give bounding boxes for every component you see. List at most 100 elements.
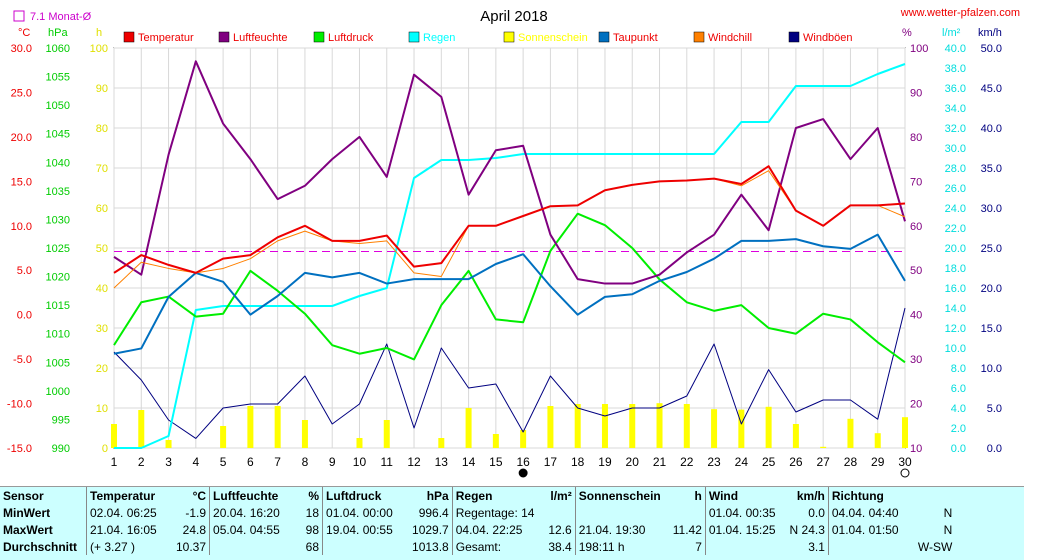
sunshine-bar: [301, 420, 308, 448]
sunshine-tick-label: 30: [96, 323, 108, 335]
pressure-tick-label: 1030: [46, 214, 70, 226]
wind-tick-label: 35.0: [981, 163, 1002, 175]
stats-header-press-unit: hPa: [426, 488, 449, 503]
stats-max-sun: 11.42: [672, 522, 702, 537]
wind-tick-label: 45.0: [981, 83, 1002, 95]
wind-tick-label: 30.0: [981, 203, 1002, 215]
temp-tick-label: -5.0: [13, 354, 32, 366]
temp-unit-label: °C: [18, 27, 30, 39]
new-moon-icon: [518, 468, 528, 478]
weather-chart: 30.025.020.015.010.05.00.0-5.0-10.0-15.0…: [7, 7, 1020, 478]
stats-min-dir-time: 04.04. 04:40: [827, 504, 915, 521]
day-tick-label: 15: [489, 455, 503, 469]
legend-swatch: [408, 31, 420, 43]
legend-label: Temperatur: [138, 32, 194, 44]
day-tick-label: 14: [462, 455, 476, 469]
pressure-tick-label: 1025: [46, 243, 70, 255]
stats-header-sun: Sonnenschein: [574, 487, 670, 504]
rain-tick-label: 0.0: [951, 443, 966, 455]
legend-swatch: [693, 31, 705, 43]
rain-tick-label: 24.0: [945, 203, 966, 215]
wind-tick-label: 40.0: [981, 123, 1002, 135]
sunshine-tick-label: 80: [96, 123, 108, 135]
pressure-tick-label: 1050: [46, 100, 70, 112]
stats-min-temp-time: 02.04. 06:25: [86, 504, 173, 521]
pressure-tick-label: 1015: [46, 300, 70, 312]
sunshine-tick-label: 0: [102, 443, 108, 455]
day-tick-label: 26: [789, 455, 803, 469]
rain-tick-label: 4.0: [951, 403, 966, 415]
rain-tick-label: 20.0: [945, 243, 966, 255]
day-tick-label: 1: [111, 455, 118, 469]
pressure-tick-label: 990: [52, 443, 70, 455]
legend-swatch: [218, 31, 230, 43]
day-tick-label: 25: [762, 455, 776, 469]
stats-min-wind-time: 01.04. 00:35: [704, 504, 782, 521]
humidity-tick-label: 50: [910, 265, 922, 277]
day-tick-label: 21: [653, 455, 667, 469]
day-tick-label: 11: [381, 455, 394, 469]
rain-unit-label: l/m²: [942, 27, 961, 39]
stats-header-rain-unit: l/m²: [550, 488, 572, 503]
stats-header-wind: Wind: [704, 487, 782, 504]
sunshine-bar: [274, 406, 281, 448]
stats-min-hum: 18: [305, 505, 320, 520]
stats-max-sun-time: 21.04. 19:30: [574, 521, 670, 538]
stats-min-hum-time: 20.04. 16:20: [209, 504, 297, 521]
wind-tick-label: 20.0: [981, 283, 1002, 295]
avg-legend-marker: [13, 10, 25, 22]
pressure-tick-label: 1020: [46, 272, 70, 284]
stats-label-avg: Durchschnitt: [3, 539, 78, 554]
stats-label-min: MinWert: [3, 505, 51, 520]
stats-avg-wind: 3.1: [808, 539, 825, 554]
humidity-tick-label: 90: [910, 87, 922, 99]
pressure-tick-label: 995: [52, 414, 70, 426]
sunshine-bar: [574, 404, 581, 448]
temp-tick-label: -15.0: [7, 443, 32, 455]
rain-tick-label: 26.0: [945, 183, 966, 195]
stats-max-wind-time: 01.04. 15:25: [704, 521, 782, 538]
humidity-tick-label: 40: [910, 310, 922, 322]
stats-min-wind: 0.0: [808, 505, 825, 520]
stats-header-sun-unit: h: [694, 488, 702, 503]
stats-rain-days: Regentage: 14: [451, 504, 539, 521]
sunshine-bar: [465, 408, 472, 448]
sunshine-bar: [492, 434, 499, 448]
pressure-tick-label: 1040: [46, 157, 70, 169]
humidity-tick-label: 80: [910, 132, 922, 144]
stats-header-sensor: Sensor: [3, 488, 44, 503]
rain-line: [114, 63, 906, 449]
sunshine-bar: [629, 404, 636, 448]
stats-max-hum-time: 05.04. 04:55: [209, 521, 297, 538]
stats-rain-total: 38.4: [548, 539, 572, 554]
stats-row-max: MaxWert 21.04. 16:05 24.8 05.04. 04:55 9…: [0, 521, 955, 538]
rain-tick-label: 10.0: [945, 343, 966, 355]
rain-tick-label: 2.0: [951, 423, 966, 435]
stats-avg-hum: 68: [305, 539, 320, 554]
temp-tick-label: 10.0: [11, 221, 32, 233]
pressure-tick-label: 1035: [46, 186, 70, 198]
rain-tick-label: 6.0: [951, 383, 966, 395]
stats-max-press: 1029.7: [412, 522, 449, 537]
full-moon-icon: [900, 468, 910, 478]
day-tick-label: 23: [707, 455, 721, 469]
sunshine-bar: [902, 417, 908, 448]
day-tick-label: 18: [571, 455, 585, 469]
day-tick-label: 13: [435, 455, 449, 469]
wind-tick-label: 10.0: [981, 363, 1002, 375]
stats-rain-total-label: Gesamt:: [451, 538, 539, 555]
sunshine-tick-label: 90: [96, 83, 108, 95]
humidity-line: [113, 60, 906, 285]
site-url: www.wetter-pfalzen.com: [900, 7, 1020, 19]
stats-min-press-time: 01.04. 00:00: [322, 504, 410, 521]
wind-gust-line: [113, 307, 906, 439]
sunshine-bar: [438, 438, 445, 448]
day-tick-label: 30: [898, 455, 912, 469]
stats-max-dir-time: 01.04. 01:50: [827, 521, 915, 538]
day-tick-label: 27: [816, 455, 830, 469]
pressure-unit-label: hPa: [48, 27, 68, 39]
sunshine-bar: [601, 404, 608, 448]
day-tick-label: 17: [544, 455, 558, 469]
sunshine-bar: [520, 430, 527, 448]
stats-avg-sun: 7: [695, 539, 702, 554]
